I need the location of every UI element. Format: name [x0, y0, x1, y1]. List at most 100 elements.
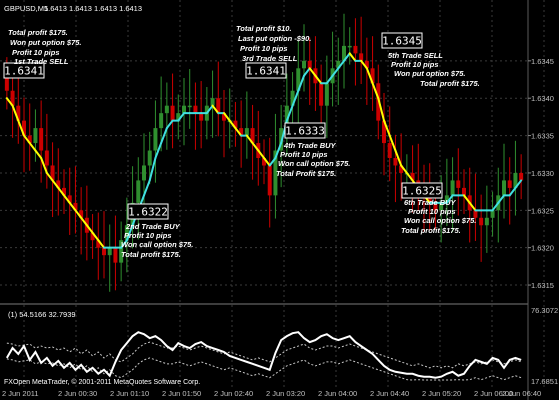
candle-body [444, 195, 449, 203]
price-box-6-label: 1.6325 [402, 185, 442, 198]
ma-segment [365, 67, 374, 85]
ma-segment [445, 194, 454, 204]
annotation-line: 6th Trade BUY [404, 198, 457, 207]
annotation-line: 4th Trade BUY [283, 141, 337, 150]
ma-segment [223, 112, 231, 122]
candle-body [193, 105, 198, 114]
ma-segment [23, 134, 31, 145]
candle-body [199, 113, 204, 121]
indicator-scale-top: 76.3072 [531, 306, 558, 315]
candle-body [387, 143, 392, 158]
ma-segment [308, 67, 317, 77]
time-tick-label: 2 Jun 04:40 [370, 389, 409, 398]
ma-segment [463, 194, 471, 204]
candle-body [62, 187, 66, 196]
candle-body [164, 105, 169, 114]
ma-segment [257, 149, 265, 159]
ma-segment [11, 104, 20, 122]
annotation-line: Last put option -$90. [238, 34, 311, 43]
price-box-1-label: 1.6341 [4, 65, 44, 78]
candle-body [433, 202, 438, 211]
price-box-6: 1.6325 [401, 182, 443, 199]
candle-body [187, 105, 192, 108]
candle-body [4, 75, 9, 91]
price-tick-label: 1.6345 [531, 57, 554, 66]
annotation-line: Won call option $75. [278, 159, 350, 168]
ma-segment [17, 119, 25, 137]
ma-segment [160, 127, 168, 145]
annotation-line: Total profit $10. [236, 24, 292, 33]
candle-body [142, 165, 146, 181]
candle-body [336, 60, 341, 69]
ma-segment [405, 171, 414, 182]
candle-body [273, 150, 278, 196]
price-tick-label: 1.6330 [531, 169, 554, 178]
price-box-2: 1.6322 [127, 203, 169, 220]
ma-segment [5, 97, 14, 107]
candle-body [324, 83, 329, 106]
ma-segment [497, 194, 505, 204]
time-tick-label: 2 Jun 06:40 [502, 389, 541, 398]
candle-body [302, 60, 306, 69]
price-box-3: 1.6341 [245, 62, 287, 79]
candle-body [10, 90, 15, 106]
annotation-trade-5: 5th Trade SELL Profit 10 pips Won put op… [388, 51, 480, 88]
candle-body [147, 150, 152, 166]
annotation-trade-3: Total profit $10. Last put option -$90. … [236, 24, 311, 63]
time-tick-label: 2 Jun 04:00 [318, 389, 357, 398]
ma-segment [377, 97, 385, 122]
ma-segment [45, 171, 54, 182]
candle-body [56, 180, 61, 188]
candle-body [450, 180, 455, 196]
price-boxes: 1.6341 1.6322 1.6341 1.6333 1.6345 1.632… [3, 32, 443, 220]
ma-segment [74, 209, 83, 219]
time-tick-label: 2 Jun 02:40 [214, 389, 253, 398]
ma-segment [285, 104, 294, 122]
ma-segment [228, 119, 237, 130]
annotation-line: Total profit $175. [401, 226, 461, 235]
annotation-line: Profit 10 pips [12, 48, 60, 57]
time-tick-label: 2 Jun 00:30 [58, 389, 97, 398]
ma-segment [154, 142, 163, 159]
candle-body [290, 90, 295, 106]
ma-segment [263, 157, 271, 167]
price-box-4-label: 1.6333 [285, 125, 325, 138]
candle-body [27, 135, 32, 144]
time-tick-label: 2 Jun 01:10 [110, 389, 149, 398]
ma-segment [143, 179, 151, 197]
candle-body [136, 180, 141, 203]
candle-body [16, 105, 21, 121]
ma-segment [325, 74, 334, 85]
candle-body [44, 150, 49, 166]
annotation-line: Total profit $175. [420, 79, 480, 88]
ma-segment [51, 179, 60, 189]
copyright-text: FXOpen MetaTrader, © 2001-2011 MetaQuote… [4, 378, 200, 386]
indicator-lines [5, 331, 522, 381]
candle-body [347, 45, 352, 48]
annotation-trade-6: 6th Trade BUY Profit 10 pips Won call op… [401, 198, 476, 235]
candle-body [427, 195, 432, 203]
ma-segment [91, 231, 100, 242]
candle-body [90, 232, 95, 241]
candle-body [410, 172, 415, 181]
candle-body [50, 165, 55, 181]
ma-segment [148, 157, 157, 182]
indicator-main-line [5, 331, 522, 379]
ma-segment [383, 119, 391, 137]
moving-average [5, 52, 523, 249]
price-box-2-label: 1.6322 [128, 206, 168, 219]
candle-body [153, 128, 158, 151]
candle-body [513, 172, 518, 188]
ma-segment [28, 142, 37, 152]
ma-segment [245, 134, 254, 145]
ma-segment [57, 186, 65, 197]
candle-body [222, 113, 226, 121]
annotation-line: Won call option $75. [121, 240, 193, 249]
indicator-lower-band [6, 357, 522, 381]
time-tick-label: 2 Jun 05:20 [422, 389, 461, 398]
candles [4, 13, 524, 292]
candle-body [239, 128, 244, 136]
time-axis: 2 Jun 2011 2 Jun 00:30 2 Jun 01:10 2 Jun 01… [2, 389, 541, 398]
ma-segment [468, 201, 477, 212]
